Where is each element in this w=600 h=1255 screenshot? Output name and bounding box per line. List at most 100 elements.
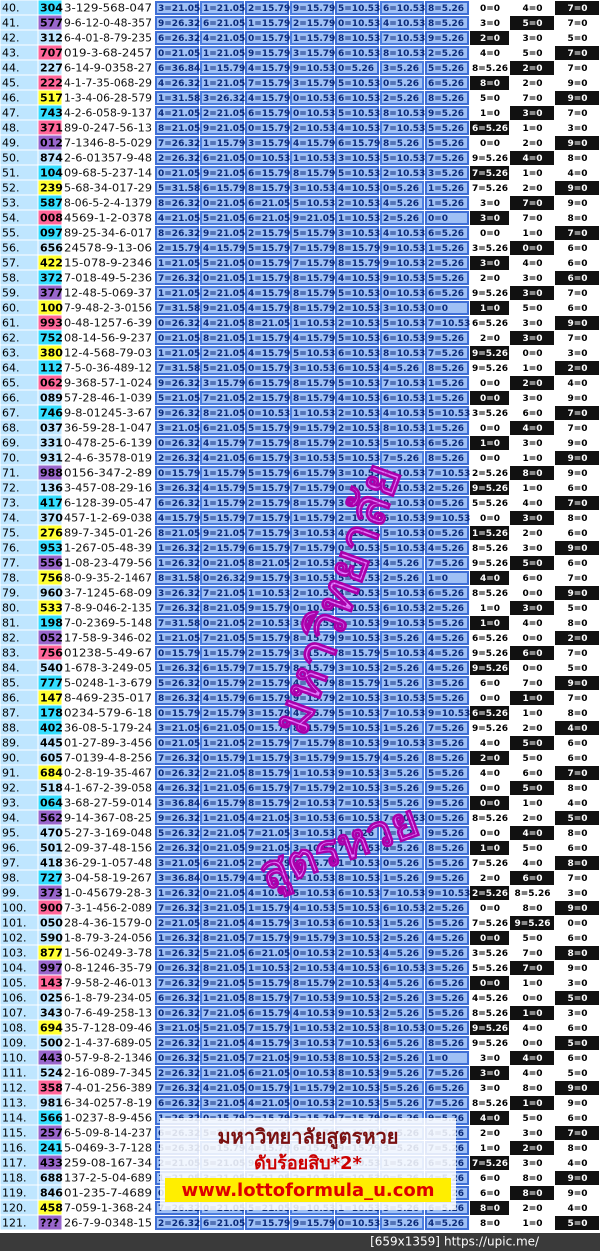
cell-highlight xyxy=(292,63,332,73)
cell-highlight xyxy=(427,828,467,838)
row-number: 694 xyxy=(40,1022,63,1035)
cell-highlight xyxy=(247,1098,287,1108)
cell: 4=15.79 xyxy=(248,874,290,884)
cell: 1=5.26 xyxy=(383,874,419,884)
cell-bg xyxy=(470,481,509,495)
cell: 4=5.26 xyxy=(428,664,464,674)
cell-bg xyxy=(470,916,509,930)
cell-highlight xyxy=(202,1053,242,1063)
cell-bg xyxy=(555,451,599,465)
cell-highlight xyxy=(382,93,422,103)
cell-highlight xyxy=(382,1098,422,1108)
cell-highlight xyxy=(382,648,422,658)
cell-highlight xyxy=(382,1053,422,1063)
row-sequence: 7-8-9-046-2-135 xyxy=(64,602,152,615)
row-sequence: 0-8-1246-35-79 xyxy=(64,962,152,975)
cell: 0=0 xyxy=(480,4,500,14)
cell: 7=0 xyxy=(567,19,587,29)
cell-highlight xyxy=(382,708,422,718)
cell: 4=26.32 xyxy=(158,784,200,794)
row-sequence: 1-678-3-249-05 xyxy=(64,662,152,675)
cell-highlight xyxy=(157,963,197,973)
cell-highlight xyxy=(202,828,242,838)
cell-highlight xyxy=(157,423,197,433)
cell-highlight xyxy=(427,873,467,883)
cell: 3=21.05 xyxy=(158,424,200,434)
row-sequence: 6-128-39-05-47 xyxy=(64,497,152,510)
cell: 1=21.05 xyxy=(158,634,200,644)
cell: 3=26.32 xyxy=(203,94,245,104)
row-sequence: 3-04-58-19-267 xyxy=(64,872,152,885)
cell-highlight xyxy=(247,678,287,688)
cell: 7=0 xyxy=(567,49,587,59)
row-number: 380 xyxy=(40,347,63,360)
cell-highlight xyxy=(157,1218,197,1228)
cell: 8=21.05 xyxy=(203,964,245,974)
cell-highlight xyxy=(382,63,422,73)
cell: 4=0 xyxy=(522,859,542,869)
cell: 8=15.79 xyxy=(293,169,335,179)
cell-highlight xyxy=(427,468,467,478)
cell: 2=0 xyxy=(480,754,500,764)
cell-highlight xyxy=(427,48,467,58)
row-index: 115. xyxy=(2,1127,27,1140)
row-number: 931 xyxy=(40,452,63,465)
cell: 6=0 xyxy=(567,754,587,764)
cell: 6=5.26 xyxy=(472,634,508,644)
cell-highlight xyxy=(202,978,242,988)
cell: 7=31.58 xyxy=(158,364,200,374)
cell: 3=15.79 xyxy=(293,49,335,59)
cell: 3=10.53 xyxy=(293,529,335,539)
cell: 0=10.53 xyxy=(338,544,380,554)
cell: 1=5.26 xyxy=(383,679,419,689)
cell: 5=0 xyxy=(567,1219,587,1229)
cell: 3=15.79 xyxy=(293,79,335,89)
cell: 4=0 xyxy=(522,499,542,509)
row-index: 46. xyxy=(2,92,20,105)
cell: 4=26.32 xyxy=(158,79,200,89)
cell: 3=5.26 xyxy=(428,739,464,749)
cell: 6=0 xyxy=(522,649,542,659)
cell-highlight xyxy=(292,438,332,448)
cell: 6=5.26 xyxy=(383,1039,419,1049)
footer-size: [659x1359] xyxy=(370,1235,440,1249)
cell-highlight xyxy=(382,603,422,613)
row-sequence: 2-09-37-48-156 xyxy=(64,842,152,855)
cell-bg xyxy=(555,706,599,720)
banner-title: มหาวิทยาลัยสูตรหวย xyxy=(217,1125,398,1151)
cell: 9=5.26 xyxy=(428,784,464,794)
cell: 4=10.53 xyxy=(338,604,380,614)
cell-highlight xyxy=(157,273,197,283)
cell: 4=0 xyxy=(567,1159,587,1169)
cell-highlight xyxy=(337,333,377,343)
cell-highlight xyxy=(337,573,377,583)
cell: 6=10.53 xyxy=(338,889,380,899)
cell-highlight xyxy=(427,513,467,523)
cell: 9=10.53 xyxy=(428,889,470,899)
cell-highlight xyxy=(292,1068,332,1078)
cell: 0=15.79 xyxy=(203,754,245,764)
cell: 9=21.05 xyxy=(203,229,245,239)
cell: 5=15.79 xyxy=(248,979,290,989)
footer-link[interactable]: https://upic.me/ xyxy=(444,1235,540,1249)
cell-bg xyxy=(470,781,509,795)
cell: 0=0 xyxy=(522,244,542,254)
cell-highlight xyxy=(292,378,332,388)
cell: 1=5.26 xyxy=(428,244,464,254)
row-index: 104. xyxy=(2,962,27,975)
cell-highlight xyxy=(202,768,242,778)
cell-highlight xyxy=(337,618,377,628)
cell-highlight xyxy=(202,258,242,268)
cell-highlight xyxy=(157,993,197,1003)
cell-highlight xyxy=(337,243,377,253)
cell-highlight xyxy=(247,783,287,793)
cell-bg xyxy=(470,601,509,615)
cell-highlight xyxy=(292,648,332,658)
row-index: 43. xyxy=(2,47,20,60)
cell: 2=15.79 xyxy=(248,4,290,14)
cell: 3=15.79 xyxy=(203,379,245,389)
row-sequence: 7-4-01-256-389 xyxy=(64,1082,152,1095)
cell-bg xyxy=(470,271,509,285)
row-index: 68. xyxy=(2,422,20,435)
cell: 7=26.32 xyxy=(158,979,200,989)
